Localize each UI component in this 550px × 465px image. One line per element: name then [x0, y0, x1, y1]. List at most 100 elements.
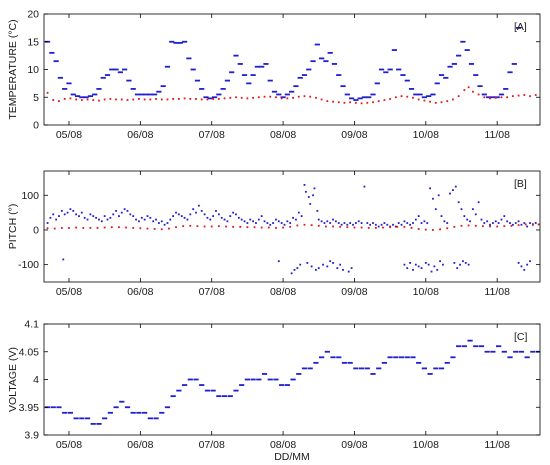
- panel-a-point: [181, 40, 188, 43]
- panel-a-point: [456, 54, 462, 57]
- panel-b-point: [322, 263, 324, 266]
- panel-c-point: [267, 378, 273, 381]
- panel-b-xtick-label: 11/08: [484, 286, 510, 298]
- panel-b-ytick-label: -100: [18, 259, 39, 271]
- panel-b-point: [423, 220, 426, 223]
- panel-a-point: [421, 96, 427, 99]
- panel-a-point: [343, 101, 346, 104]
- panel-b-point: [143, 218, 146, 221]
- panel-a-point: [122, 68, 128, 71]
- panel-a-point: [130, 88, 136, 90]
- panel-c-xtick-label: 10/08: [413, 439, 439, 451]
- panel-b-point: [86, 218, 89, 221]
- panel-b-point: [239, 225, 242, 228]
- panel-a-point: [389, 98, 392, 100]
- panel-a-point: [96, 88, 102, 90]
- panel-b-tag: [B]: [514, 178, 527, 190]
- panel-a-point: [486, 96, 492, 99]
- panel-a-xtick-label: 10/08: [413, 129, 439, 141]
- panel-a-xtick-label: 08/08: [270, 129, 296, 141]
- panel-c-point: [507, 356, 513, 359]
- panel-a-point: [426, 95, 432, 98]
- panel-a-point: [511, 95, 514, 98]
- panel-b-point: [529, 260, 531, 263]
- panel-b-point: [420, 222, 423, 224]
- panel-b-point: [346, 223, 349, 226]
- panel-c-axes: 3.9 3.95 4 4.05 4.1 05/08 06/08 07/08 08/08 09/08…: [19, 319, 540, 451]
- panel-b-point: [380, 223, 383, 226]
- panel-a-point: [117, 71, 123, 74]
- panel-a-point: [211, 96, 218, 99]
- panel-a-point: [257, 96, 260, 99]
- panel-b-point: [329, 222, 332, 224]
- panel-a-point: [139, 93, 145, 96]
- panel-c-point: [113, 406, 119, 409]
- panel-b-point: [409, 262, 412, 264]
- panel-b-point: [293, 268, 296, 271]
- panel-a-point: [160, 85, 166, 88]
- panel-c-point: [496, 345, 502, 348]
- panel-a-point: [417, 93, 423, 96]
- panel-a-point: [75, 98, 78, 101]
- panel-b-point: [260, 215, 263, 217]
- panel-b-point: [457, 201, 460, 204]
- panel-a-point: [115, 98, 117, 101]
- panel-a-point: [366, 96, 372, 99]
- panel-a-point: [523, 94, 526, 96]
- panel-b-point: [467, 263, 470, 266]
- panel-a-point: [331, 63, 338, 65]
- panel-b-point: [46, 227, 49, 230]
- panel-c-point: [261, 373, 268, 375]
- panel-c-point: [353, 367, 359, 370]
- panel-a-point: [366, 101, 369, 104]
- panel-c-point: [467, 339, 473, 342]
- panel-b-point: [232, 225, 235, 228]
- panel-a-point: [434, 82, 440, 85]
- panel-a-ytick-label: 15: [27, 36, 39, 48]
- panel-a-axes: 0 5 10 15 20 05/08 06/08 07/08 08/08 09/08 10/08 11…: [27, 9, 540, 141]
- panel-c-point: [456, 345, 462, 348]
- panel-a-point: [173, 41, 179, 44]
- panel-b-point: [286, 220, 289, 223]
- panel-c-point: [204, 389, 211, 392]
- panel-a-point: [297, 95, 300, 98]
- panel-b-point: [132, 215, 135, 217]
- panel-a-point: [378, 68, 385, 71]
- panel-b-point: [334, 220, 337, 223]
- panel-b-point: [132, 226, 135, 229]
- panel-b-point: [403, 225, 406, 228]
- panel-a-point: [240, 96, 243, 99]
- panel-b-point: [189, 224, 192, 227]
- panel-a-point: [464, 49, 470, 51]
- panel-b-point: [317, 267, 320, 270]
- panel-b-point: [343, 222, 346, 224]
- panel-c-point: [221, 395, 228, 398]
- panel-b-point: [462, 260, 464, 263]
- panel-b-point: [243, 220, 246, 223]
- panel-b-point: [482, 225, 484, 228]
- panel-b-point: [58, 215, 60, 217]
- panel-b-point: [72, 209, 75, 212]
- panel-a-point: [423, 99, 426, 102]
- panel-a-series-red: [46, 86, 537, 105]
- panel-b-point: [466, 218, 469, 221]
- panel-b-point: [472, 208, 474, 211]
- panel-a-point: [250, 74, 256, 76]
- panel-b-point: [520, 223, 523, 226]
- panel-c-point: [147, 417, 153, 420]
- panel-b-point: [297, 211, 300, 214]
- panel-a-point: [293, 85, 299, 88]
- panel-a-point: [383, 99, 386, 101]
- panel-b-point: [75, 226, 78, 229]
- panel-b-point: [296, 267, 299, 270]
- panel-b-point: [491, 222, 494, 224]
- panel-a-ytick-label: 5: [33, 92, 39, 104]
- panel-c-ytick-label: 3.95: [19, 402, 40, 414]
- panel-c-point: [119, 400, 125, 403]
- panel-b-point: [363, 185, 366, 188]
- panel-c: 3.9 3.95 4 4.05 4.1 05/08 06/08 07/08 08/08 09/08…: [7, 319, 541, 451]
- panel-b-point: [52, 213, 55, 216]
- panel-c-point: [530, 350, 536, 353]
- panel-c-point: [67, 411, 74, 414]
